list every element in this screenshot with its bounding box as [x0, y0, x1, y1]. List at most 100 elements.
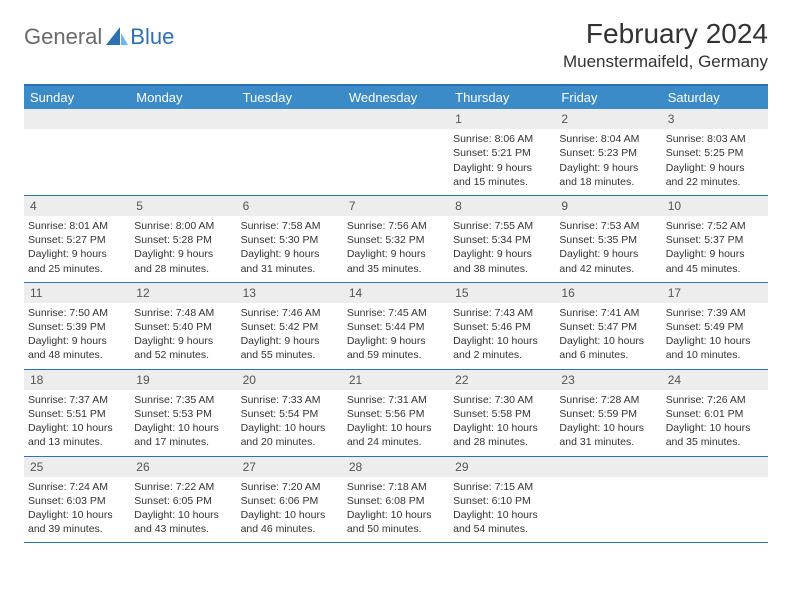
daylight-line-2: and 35 minutes.	[347, 262, 445, 276]
empty-cell	[343, 109, 449, 195]
daylight-line-1: Daylight: 10 hours	[347, 421, 445, 435]
daylight-line-2: and 25 minutes.	[28, 262, 126, 276]
sunrise-line: Sunrise: 7:33 AM	[241, 393, 339, 407]
day-cell: 9Sunrise: 7:53 AMSunset: 5:35 PMDaylight…	[555, 196, 661, 282]
sunrise-line: Sunrise: 7:30 AM	[453, 393, 551, 407]
week-row: 1Sunrise: 8:06 AMSunset: 5:21 PMDaylight…	[24, 109, 768, 196]
day-number: 16	[555, 283, 661, 303]
daylight-line-2: and 38 minutes.	[453, 262, 551, 276]
day-cell: 24Sunrise: 7:26 AMSunset: 6:01 PMDayligh…	[662, 370, 768, 456]
daylight-line-1: Daylight: 10 hours	[666, 421, 764, 435]
day-number: 28	[343, 457, 449, 477]
empty-cell	[24, 109, 130, 195]
day-cell: 2Sunrise: 8:04 AMSunset: 5:23 PMDaylight…	[555, 109, 661, 195]
day-cell: 10 Sunrise: 7:52 AMSunset: 5:37 PMDayligh…	[662, 196, 768, 282]
week-row: 18Sunrise: 7:37 AMSunset: 5:51 PMDayligh…	[24, 370, 768, 457]
sunset-line: Sunset: 5:47 PM	[559, 320, 657, 334]
sunrise-line: Sunrise: 7:45 AM	[347, 306, 445, 320]
sunset-line: Sunset: 5:49 PM	[666, 320, 764, 334]
sunrise-line: Sunrise: 7:56 AM	[347, 219, 445, 233]
sunrise-line: Sunrise: 8:03 AM	[666, 132, 764, 146]
daylight-line-1: Daylight: 9 hours	[134, 247, 232, 261]
day-header-mon: Monday	[130, 86, 236, 109]
sunrise-line: Sunrise: 7:46 AM	[241, 306, 339, 320]
day-number: 18	[24, 370, 130, 390]
sunrise-line: Sunrise: 7:52 AM	[666, 219, 764, 233]
sunrise-line: Sunrise: 8:06 AM	[453, 132, 551, 146]
day-number: 20	[237, 370, 343, 390]
day-number	[24, 109, 130, 129]
month-title: February 2024	[563, 18, 768, 50]
sunrise-line: Sunrise: 7:28 AM	[559, 393, 657, 407]
day-cell: 15Sunrise: 7:43 AMSunset: 5:46 PMDayligh…	[449, 283, 555, 369]
sunset-line: Sunset: 5:35 PM	[559, 233, 657, 247]
sunrise-line: Sunrise: 8:04 AM	[559, 132, 657, 146]
sunrise-line: Sunrise: 8:01 AM	[28, 219, 126, 233]
location-label: Muenstermaifeld, Germany	[563, 52, 768, 72]
sunset-line: Sunset: 5:54 PM	[241, 407, 339, 421]
day-cell: 7Sunrise: 7:56 AMSunset: 5:32 PMDaylight…	[343, 196, 449, 282]
sunset-line: Sunset: 5:51 PM	[28, 407, 126, 421]
daylight-line-2: and 55 minutes.	[241, 348, 339, 362]
daylight-line-1: Daylight: 10 hours	[453, 421, 551, 435]
daylight-line-1: Daylight: 10 hours	[559, 421, 657, 435]
day-number: 29	[449, 457, 555, 477]
sunset-line: Sunset: 5:53 PM	[134, 407, 232, 421]
sunset-line: Sunset: 5:37 PM	[666, 233, 764, 247]
sunset-line: Sunset: 5:28 PM	[134, 233, 232, 247]
logo: General Blue	[24, 24, 174, 50]
daylight-line-2: and 48 minutes.	[28, 348, 126, 362]
daylight-line-2: and 52 minutes.	[134, 348, 232, 362]
header: General Blue February 2024 Muenstermaife…	[24, 18, 768, 72]
daylight-line-2: and 22 minutes.	[666, 175, 764, 189]
week-row: 11Sunrise: 7:50 AMSunset: 5:39 PMDayligh…	[24, 283, 768, 370]
sunrise-line: Sunrise: 7:20 AM	[241, 480, 339, 494]
daylight-line-2: and 28 minutes.	[453, 435, 551, 449]
sunrise-line: Sunrise: 7:48 AM	[134, 306, 232, 320]
daylight-line-1: Daylight: 10 hours	[28, 508, 126, 522]
daylight-line-1: Daylight: 9 hours	[347, 247, 445, 261]
day-cell: 22Sunrise: 7:30 AMSunset: 5:58 PMDayligh…	[449, 370, 555, 456]
day-cell: 5 Sunrise: 8:00 AMSunset: 5:28 PMDaylight…	[130, 196, 236, 282]
day-number: 6	[237, 196, 343, 216]
title-block: February 2024 Muenstermaifeld, Germany	[563, 18, 768, 72]
logo-text-general: General	[24, 24, 102, 50]
sunrise-line: Sunrise: 7:41 AM	[559, 306, 657, 320]
day-number: 26	[130, 457, 236, 477]
sunset-line: Sunset: 6:06 PM	[241, 494, 339, 508]
sunrise-line: Sunrise: 7:35 AM	[134, 393, 232, 407]
day-number: 5	[130, 196, 236, 216]
sunrise-line: Sunrise: 8:00 AM	[134, 219, 232, 233]
sunrise-line: Sunrise: 7:39 AM	[666, 306, 764, 320]
daylight-line-1: Daylight: 9 hours	[666, 247, 764, 261]
weeks-container: 1Sunrise: 8:06 AMSunset: 5:21 PMDaylight…	[24, 109, 768, 543]
sunset-line: Sunset: 6:05 PM	[134, 494, 232, 508]
day-cell: 13Sunrise: 7:46 AMSunset: 5:42 PMDayligh…	[237, 283, 343, 369]
day-number: 10	[662, 196, 768, 216]
empty-cell	[237, 109, 343, 195]
daylight-line-2: and 2 minutes.	[453, 348, 551, 362]
daylight-line-2: and 39 minutes.	[28, 522, 126, 536]
sunset-line: Sunset: 6:10 PM	[453, 494, 551, 508]
sunrise-line: Sunrise: 7:31 AM	[347, 393, 445, 407]
daylight-line-1: Daylight: 10 hours	[559, 334, 657, 348]
day-number: 24	[662, 370, 768, 390]
day-cell: 25Sunrise: 7:24 AMSunset: 6:03 PMDayligh…	[24, 457, 130, 543]
daylight-line-1: Daylight: 10 hours	[28, 421, 126, 435]
day-header-wed: Wednesday	[343, 86, 449, 109]
sunrise-line: Sunrise: 7:15 AM	[453, 480, 551, 494]
daylight-line-2: and 24 minutes.	[347, 435, 445, 449]
day-number: 7	[343, 196, 449, 216]
empty-cell	[130, 109, 236, 195]
daylight-line-2: and 59 minutes.	[347, 348, 445, 362]
empty-cell	[662, 457, 768, 543]
sunset-line: Sunset: 5:46 PM	[453, 320, 551, 334]
daylight-line-1: Daylight: 10 hours	[347, 508, 445, 522]
day-number: 27	[237, 457, 343, 477]
day-number: 13	[237, 283, 343, 303]
day-number: 15	[449, 283, 555, 303]
daylight-line-2: and 17 minutes.	[134, 435, 232, 449]
day-number: 8	[449, 196, 555, 216]
sunrise-line: Sunrise: 7:55 AM	[453, 219, 551, 233]
daylight-line-1: Daylight: 10 hours	[134, 508, 232, 522]
